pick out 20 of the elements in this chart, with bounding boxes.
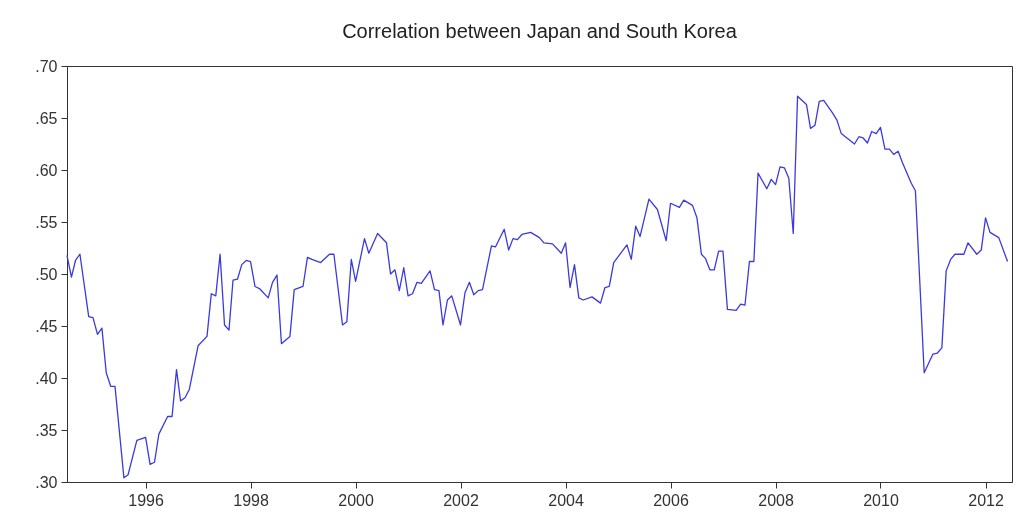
- y-tick-label: .35: [35, 421, 58, 439]
- x-tick-label: 2006: [653, 491, 689, 509]
- x-tick-label: 2012: [968, 491, 1004, 509]
- x-tick-label: 2002: [443, 491, 479, 509]
- y-tick-label: .70: [35, 57, 58, 75]
- x-tick-label: 1996: [128, 491, 165, 509]
- chart-title: Correlation between Japan and South Korea: [342, 20, 738, 42]
- x-tick-label: 1998: [233, 491, 269, 509]
- x-tick-label: 2000: [338, 491, 374, 509]
- y-tick-label: .55: [35, 213, 58, 231]
- y-tick-label: .60: [35, 161, 58, 179]
- x-tick-label: 2004: [548, 491, 584, 509]
- x-tick-label: 2008: [758, 491, 794, 509]
- y-tick-label: .30: [35, 473, 58, 491]
- x-tick-label: 2010: [863, 491, 899, 509]
- y-tick-label: .65: [35, 109, 58, 127]
- y-tick-label: .45: [35, 317, 58, 335]
- y-tick-label: .40: [35, 369, 58, 387]
- y-tick-label: .50: [35, 265, 58, 283]
- line-series: [66, 95, 1009, 479]
